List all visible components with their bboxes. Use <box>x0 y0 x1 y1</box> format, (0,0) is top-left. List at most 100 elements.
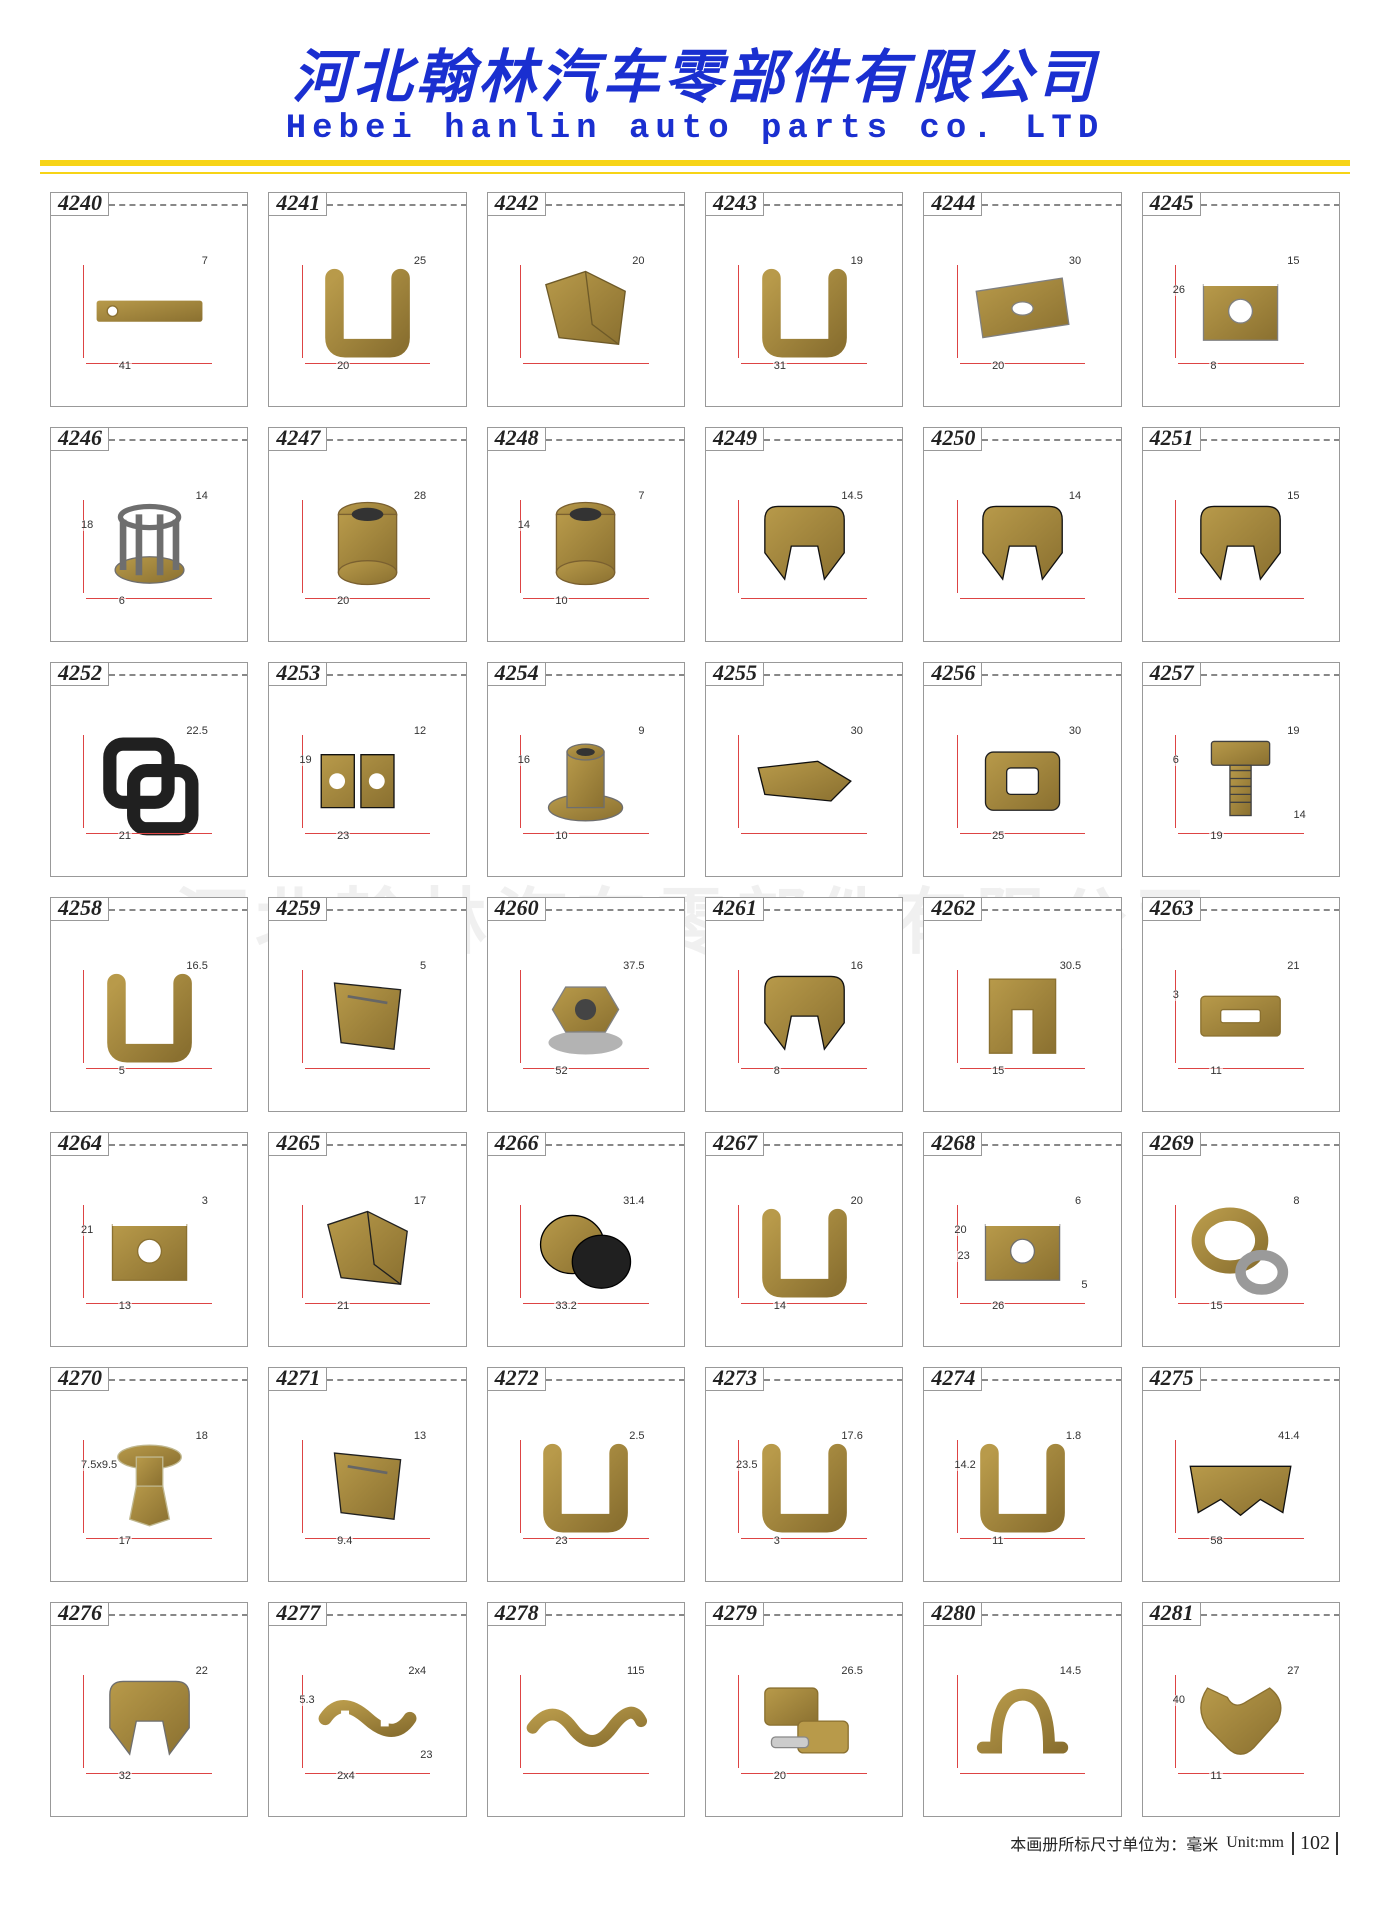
part-cell: 4275 41.458 <box>1142 1367 1340 1582</box>
part-number: 4260 <box>487 897 546 921</box>
cell-body: 41.458 <box>1143 1392 1339 1581</box>
cell-header: 4263 <box>1142 897 1340 921</box>
part-cell: 4253 122319 <box>268 662 466 877</box>
part-number: 4266 <box>487 1132 546 1156</box>
dash-line <box>546 1379 685 1381</box>
part-number: 4261 <box>705 897 764 921</box>
part-illustration: 2520 <box>289 245 446 377</box>
part-number: 4264 <box>50 1132 109 1156</box>
dash-line <box>982 204 1121 206</box>
part-number: 4244 <box>923 192 982 216</box>
part-cell: 4262 30.515 <box>923 897 1121 1112</box>
dash-line <box>546 1614 685 1616</box>
part-number: 4263 <box>1142 897 1201 921</box>
cell-body: 1919614 <box>1143 687 1339 876</box>
part-cell: 4266 31.433.2 <box>487 1132 685 1347</box>
part-cell: 4245 15826 <box>1142 192 1340 407</box>
cell-body: 115 <box>488 1627 684 1816</box>
cell-body: 1931 <box>706 217 902 406</box>
part-cell: 4255 30 <box>705 662 903 877</box>
cell-header: 4279 <box>705 1602 903 1626</box>
dash-line <box>982 674 1121 676</box>
unit-label-cn: 本画册所标尺寸单位为：毫米 <box>1010 1831 1218 1855</box>
cell-body: 2232 <box>51 1627 247 1816</box>
cell-header: 4252 <box>50 662 248 686</box>
cell-header: 4258 <box>50 897 248 921</box>
dash-line <box>764 1144 903 1146</box>
part-number: 4257 <box>1142 662 1201 686</box>
dash-line <box>982 1379 1121 1381</box>
part-cell: 4276 2232 <box>50 1602 248 1817</box>
cell-header: 4270 <box>50 1367 248 1391</box>
cell-header: 4271 <box>268 1367 466 1391</box>
cell-body: 5 <box>269 922 465 1111</box>
dash-line <box>764 674 903 676</box>
cell-body: 2x42x45.323 <box>269 1627 465 1816</box>
cell-body: 20 <box>488 217 684 406</box>
dash-line <box>982 1614 1121 1616</box>
cell-header: 4247 <box>268 427 466 451</box>
dash-line <box>109 674 248 676</box>
part-cell: 4270 18177.5x9.5 <box>50 1367 248 1582</box>
part-illustration: 271140 <box>1162 1655 1319 1787</box>
part-number: 4268 <box>923 1132 982 1156</box>
part-cell: 4269 815 <box>1142 1132 1340 1347</box>
dash-line <box>327 439 466 441</box>
cell-header: 4259 <box>268 897 466 921</box>
part-number: 4246 <box>50 427 109 451</box>
cell-body: 14618 <box>51 452 247 641</box>
part-cell: 4248 71014 <box>487 427 685 642</box>
cell-body: 1721 <box>269 1157 465 1346</box>
cell-header: 4275 <box>1142 1367 1340 1391</box>
part-number: 4277 <box>268 1602 327 1626</box>
cell-header: 4264 <box>50 1132 248 1156</box>
catalog-page: 河北翰林汽车零部件有限公司 Hebei hanlin auto parts co… <box>0 0 1390 1875</box>
part-illustration: 15826 <box>1162 245 1319 377</box>
part-illustration: 41.458 <box>1162 1420 1319 1552</box>
dash-line <box>764 1379 903 1381</box>
cell-body: 31.433.2 <box>488 1157 684 1346</box>
part-illustration: 14.5 <box>726 480 883 612</box>
part-number: 4249 <box>705 427 764 451</box>
part-cell: 4241 2520 <box>268 192 466 407</box>
cell-body: 21113 <box>1143 922 1339 1111</box>
part-number: 4273 <box>705 1367 764 1391</box>
cell-body: 71014 <box>488 452 684 641</box>
part-cell: 4278 115 <box>487 1602 685 1817</box>
part-cell: 4277 2x42x45.323 <box>268 1602 466 1817</box>
cell-header: 4274 <box>923 1367 1121 1391</box>
page-header: 河北翰林汽车零部件有限公司 Hebei hanlin auto parts co… <box>40 30 1350 148</box>
cell-header: 4267 <box>705 1132 903 1156</box>
part-cell: 4247 2820 <box>268 427 466 642</box>
cell-body: 14 <box>924 452 1120 641</box>
part-number: 4247 <box>268 427 327 451</box>
dash-line <box>1201 204 1340 206</box>
cell-body: 2.523 <box>488 1392 684 1581</box>
cell-header: 4280 <box>923 1602 1121 1626</box>
page-footer: 本画册所标尺寸单位为：毫米 Unit:mm 102 <box>40 1831 1338 1855</box>
cell-body: 815 <box>1143 1157 1339 1346</box>
cell-header: 4273 <box>705 1367 903 1391</box>
dash-line <box>546 674 685 676</box>
cell-header: 4255 <box>705 662 903 686</box>
part-number: 4280 <box>923 1602 982 1626</box>
part-illustration: 14 <box>944 480 1101 612</box>
cell-body: 37.552 <box>488 922 684 1111</box>
part-number: 4272 <box>487 1367 546 1391</box>
cell-body: 17.6323.5 <box>706 1392 902 1581</box>
part-illustration: 115 <box>507 1655 664 1787</box>
cell-header: 4249 <box>705 427 903 451</box>
cell-body: 1.81114.2 <box>924 1392 1120 1581</box>
part-number: 4243 <box>705 192 764 216</box>
parts-grid: 4240 7414241 25204242 204243 19314244 30… <box>50 192 1340 1817</box>
part-number: 4242 <box>487 192 546 216</box>
part-cell: 4258 16.55 <box>50 897 248 1112</box>
part-illustration: 2.523 <box>507 1420 664 1552</box>
part-cell: 4280 14.5 <box>923 1602 1121 1817</box>
cell-header: 4269 <box>1142 1132 1340 1156</box>
part-cell: 4272 2.523 <box>487 1367 685 1582</box>
part-cell: 4243 1931 <box>705 192 903 407</box>
part-cell: 4265 1721 <box>268 1132 466 1347</box>
company-title-en: Hebei hanlin auto parts co. LTD <box>40 110 1350 148</box>
part-illustration: 30.515 <box>944 950 1101 1082</box>
